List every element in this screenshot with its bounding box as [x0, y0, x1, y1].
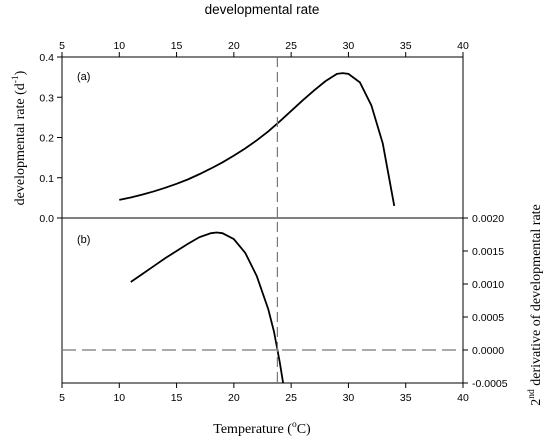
panel-b: -0.0005 0.0000 0.0005 0.0010 0.0015 0.0020 [61, 213, 508, 390]
x-top-tick-label: 10 [113, 40, 125, 52]
panel-b-y-tick-label: 0.0010 [472, 279, 504, 291]
panel-b-frame [61, 217, 464, 384]
x-top-tick-label: 5 [59, 40, 65, 52]
panel-b-series-line [130, 231, 285, 384]
chart-title: developmental rate [205, 2, 320, 17]
x-bottom-tick-label: 10 [113, 392, 125, 404]
x-top-tick-label: 35 [400, 40, 412, 52]
panel-a-y-tick-label: 0.0 [39, 213, 54, 225]
panel-b-y-tick-label: 0.0000 [472, 345, 504, 357]
panel-a-y-axis-label-main: developmental rate (d [13, 83, 28, 205]
x-bottom-tick-label: 20 [228, 392, 240, 404]
x-axis-label-main: Temperature ( [213, 422, 292, 437]
panel-a-label: (a) [77, 71, 90, 83]
x-axis-label-unit: C) [297, 422, 311, 437]
x-top-tick-label: 25 [285, 40, 297, 52]
x-axes: 5 5 10 10 15 15 20 20 25 25 30 30 35 35 40 40 [59, 40, 469, 404]
panel-b-y-tick-label: 0.0020 [472, 213, 504, 225]
x-bottom-tick-label: 15 [171, 392, 183, 404]
panel-a-y-axis-label: developmental rate (d-1) [11, 70, 28, 205]
panel-a-y-tick-label: 0.2 [39, 133, 54, 145]
panel-a-series-line [119, 72, 396, 207]
panel-a: 0.0 0.1 0.2 0.3 0.4 [39, 52, 464, 225]
panel-a-y-tick-label: 0.1 [39, 173, 54, 185]
panel-a-y-tick-label: 0.3 [39, 92, 54, 104]
panel-b-y-tick-label: 0.0015 [472, 246, 504, 258]
x-axis-label: Temperature (oC) [213, 420, 311, 437]
panel-b-label: (b) [77, 234, 90, 246]
panel-b-y-tick-label: -0.0005 [472, 378, 508, 390]
panel-b-y-axis-label-main: derivative of developmental rate [529, 204, 544, 389]
x-bottom-tick-label: 40 [457, 392, 469, 404]
x-top-tick-label: 20 [228, 40, 240, 52]
x-top-tick-label: 30 [343, 40, 355, 52]
panel-b-y-axis-label-sup: nd [527, 389, 537, 399]
panel-b-y-axis-label-pre: 2 [529, 399, 544, 406]
panel-b-y-tick-label: 0.0005 [472, 312, 504, 324]
panel-a-y-tick-label: 0.4 [39, 52, 54, 64]
panel-a-y-axis-label-sup: -1 [11, 75, 21, 83]
x-top-tick-label: 40 [457, 40, 469, 52]
x-top-tick-label: 15 [171, 40, 183, 52]
panel-a-y-axis-label-end: ) [13, 70, 28, 75]
x-bottom-tick-label: 30 [343, 392, 355, 404]
x-bottom-tick-label: 25 [285, 392, 297, 404]
panel-b-y-axis-label: 2nd derivative of developmental rate [527, 204, 544, 406]
x-axis-label-sup: o [292, 420, 297, 430]
x-bottom-tick-label: 35 [400, 392, 412, 404]
x-bottom-tick-label: 5 [59, 392, 65, 404]
panel-a-frame [61, 56, 464, 219]
